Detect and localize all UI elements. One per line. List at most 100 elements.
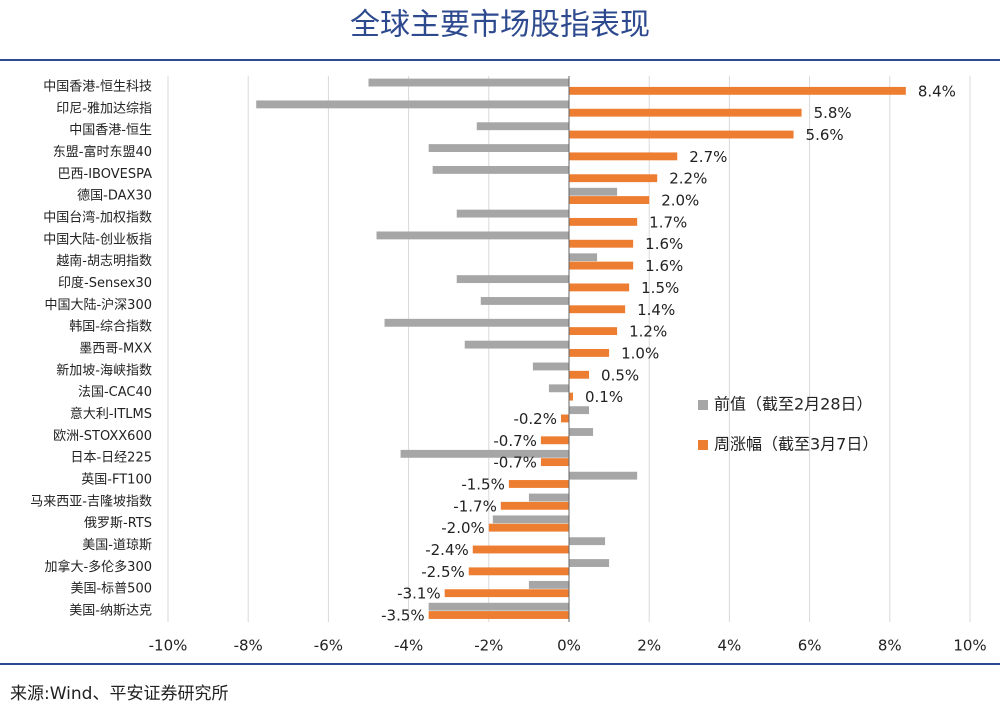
bar (492, 515, 569, 524)
value-label: -2.0% (441, 519, 485, 537)
bar (548, 384, 569, 393)
bar (508, 480, 569, 488)
bar (569, 86, 906, 95)
y-tick-label: 欧洲-STOXX600 (53, 429, 152, 444)
x-tick-label: 6% (798, 637, 822, 655)
bar (464, 340, 569, 349)
bar (468, 567, 569, 576)
bar (532, 362, 569, 371)
bar (569, 152, 678, 161)
value-label: 1.5% (641, 279, 679, 297)
bar (432, 165, 569, 174)
value-label: -2.4% (425, 541, 469, 559)
source-note: 来源:Wind、平安证券研究所 (10, 684, 228, 704)
bar (569, 187, 618, 196)
bar (368, 78, 569, 87)
y-tick-label: 中国香港-恒生科技 (43, 79, 152, 94)
value-label: -0.7% (493, 454, 537, 472)
y-tick-label: 俄罗斯-RTS (84, 516, 152, 531)
x-tick-label: 10% (953, 637, 986, 655)
y-tick-label: 英国-FT100 (81, 473, 152, 488)
y-tick-label: 美国-标普500 (70, 582, 152, 597)
x-tick-label: 0% (557, 637, 581, 655)
y-tick-label: 墨西哥-MXX (79, 342, 152, 357)
bar (569, 283, 630, 292)
value-label: -2.5% (421, 563, 465, 581)
value-label: 2.7% (689, 148, 727, 166)
y-tick-label: 中国香港-恒生 (69, 123, 152, 138)
bar (376, 231, 569, 240)
chart-title: 全球主要市场股指表现 (350, 8, 650, 43)
bar (569, 428, 594, 436)
bar (569, 130, 794, 139)
value-label: 1.0% (621, 344, 659, 362)
bar (256, 100, 569, 109)
y-tick-label: 中国大陆-创业板指 (43, 231, 152, 247)
y-tick-label: 马来西亚-吉隆坡指数 (30, 494, 152, 509)
bar (444, 589, 569, 598)
value-label: 2.0% (661, 192, 699, 210)
value-label: 0.1% (585, 388, 623, 406)
bar (428, 611, 569, 619)
y-tick-label: 意大利-ITLMS (70, 406, 152, 422)
bar (569, 174, 658, 183)
value-label: 1.6% (645, 257, 683, 275)
bar (528, 493, 569, 502)
bar (540, 458, 569, 467)
bar (456, 209, 569, 218)
bar (569, 349, 610, 357)
bar (488, 523, 569, 532)
value-label: -3.1% (397, 585, 441, 603)
bar (569, 239, 634, 248)
bar (528, 580, 569, 589)
y-tick-label: 韩国-综合指数 (69, 320, 152, 335)
y-tick-label: 中国大陆-沪深300 (44, 297, 152, 313)
bar (569, 217, 638, 226)
bar (569, 327, 618, 336)
value-label: -0.7% (493, 432, 537, 450)
bar (384, 318, 569, 327)
y-tick-label: 东盟-富时东盟40 (53, 144, 152, 160)
y-tick-label: 美国-纳斯达克 (69, 604, 152, 619)
value-label: -0.2% (513, 410, 557, 428)
y-tick-label: 越南-胡志明指数 (56, 253, 152, 269)
bar (569, 253, 598, 262)
y-tick-label: 中国台湾-加权指数 (43, 209, 152, 225)
y-tick-label: 法国-CAC40 (78, 385, 152, 400)
value-label: -1.7% (453, 497, 497, 515)
bar (569, 406, 590, 415)
value-label: 1.2% (629, 323, 667, 341)
bar (569, 196, 650, 204)
bar (569, 370, 590, 379)
value-label: 1.7% (649, 213, 687, 231)
y-tick-label: 巴西-IBOVESPA (58, 167, 153, 182)
bar (569, 261, 634, 270)
x-tick-label: -8% (234, 637, 263, 655)
legend-swatch (698, 440, 708, 450)
x-tick-label: -10% (149, 637, 188, 655)
bar (540, 436, 569, 445)
x-tick-label: -6% (314, 637, 343, 655)
value-label: 1.6% (645, 235, 683, 253)
bar (456, 275, 569, 284)
y-tick-label: 印尼-雅加达综指 (56, 101, 152, 116)
bar (569, 537, 606, 546)
x-tick-label: -2% (474, 637, 503, 655)
value-label: 0.5% (601, 366, 639, 384)
x-tick-label: -4% (394, 637, 423, 655)
legend-label: 前值（截至2月28日） (714, 395, 873, 414)
value-label: 5.6% (806, 126, 844, 144)
y-tick-label: 美国-道琼斯 (82, 538, 152, 553)
bar (480, 297, 569, 305)
y-tick-label: 印度-Sensex30 (58, 275, 152, 291)
value-label: 1.4% (637, 301, 675, 319)
legend-swatch (698, 400, 708, 410)
value-label: 8.4% (918, 82, 956, 100)
value-label: -1.5% (461, 475, 505, 493)
bar (400, 449, 569, 458)
bar (472, 545, 569, 554)
bar (428, 602, 569, 611)
bar (476, 122, 569, 131)
y-tick-label: 加拿大-多伦多300 (44, 559, 152, 575)
